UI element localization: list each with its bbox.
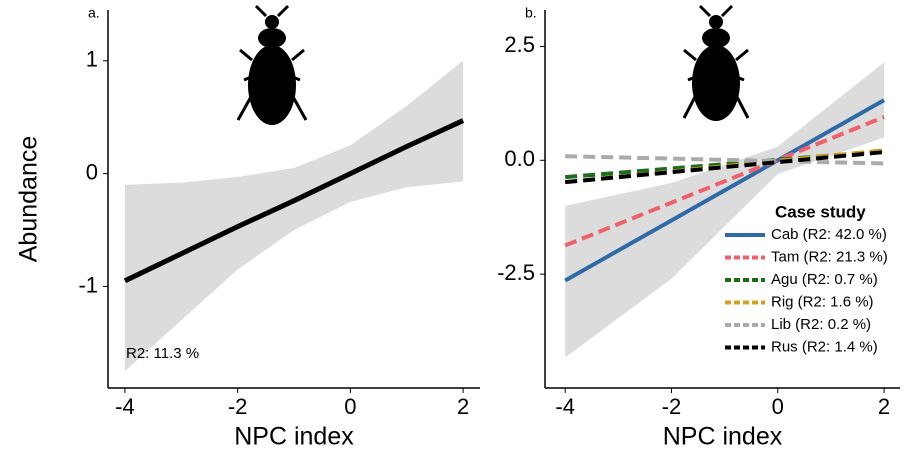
panel-label: a. — [88, 5, 100, 21]
x-tick-label: -4 — [115, 394, 135, 419]
legend-title: Case study — [775, 202, 866, 221]
y-tick-label: 2.5 — [504, 32, 535, 57]
beetle-icon — [238, 6, 306, 125]
legend-label: Cab (R2: 42.0 %) — [771, 226, 887, 243]
legend-label: Lib (R2: 0.2 %) — [771, 316, 871, 333]
y-tick-label: 0 — [86, 159, 98, 184]
y-tick-label: 1 — [86, 47, 98, 72]
legend-label: Rig (R2: 1.6 %) — [771, 293, 874, 310]
x-axis-label: NPC index — [234, 423, 354, 451]
x-tick-label: 0 — [344, 394, 356, 419]
legend-label: Agu (R2: 0.7 %) — [771, 271, 878, 288]
annotation: R2: 11.3 % — [126, 345, 199, 362]
panel: -4 -2 0 2 -1 0 1 NPC index Abundance a. R2: 11.3 % — [15, 5, 480, 451]
x-tick-label: -4 — [555, 394, 575, 419]
x-tick-label: 2 — [878, 394, 890, 419]
y-tick-label: 0.0 — [504, 146, 535, 171]
beetle-icon — [684, 6, 748, 121]
x-tick-label: 2 — [457, 394, 469, 419]
legend-label: Rus (R2: 1.4 %) — [771, 338, 878, 355]
x-axis-label: NPC index — [663, 423, 783, 451]
y-tick-label: -2.5 — [497, 260, 535, 285]
x-tick-label: -2 — [228, 394, 248, 419]
panel-label: b. — [525, 5, 537, 21]
y-axis-label: Abundance — [15, 136, 43, 263]
x-tick-label: 0 — [772, 394, 784, 419]
legend-label: Tam (R2: 21.3 %) — [771, 248, 888, 265]
figure: -4 -2 0 2 -1 0 1 NPC index Abundance a. R2: 11.3 %… — [0, 0, 919, 453]
x-tick-label: -2 — [662, 394, 682, 419]
confidence-band — [125, 61, 463, 371]
y-tick-label: -1 — [78, 272, 98, 297]
